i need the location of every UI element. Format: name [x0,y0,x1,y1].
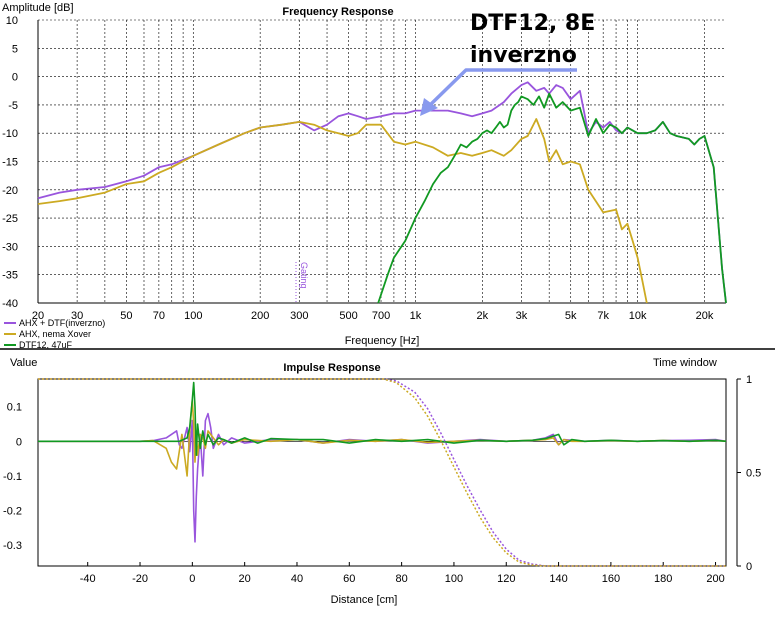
y-tick-label: -10 [2,128,18,140]
impulse-line-2 [38,398,727,477]
y-tick-label: -0.1 [3,471,22,483]
x-tick-label: 70 [153,310,165,322]
time-window-line-2 [38,378,726,567]
secondary-axis-label: Time window [653,357,717,369]
y-tick-label: 0 [16,436,22,448]
x-tick-label: 20 [32,310,44,322]
legend-entry-1: AHX + DTF(inverzno) [19,318,105,328]
y-tick-label: -40 [2,298,18,310]
y-tick-label: -20 [2,185,18,197]
secondary-tick-label: 0 [746,561,752,573]
x-tick-label: 100 [184,310,202,322]
x-tick-label: 700 [372,310,390,322]
x-tick-label: 60 [343,573,355,585]
x-tick-label: 200 [706,573,724,585]
x-tick-label: -40 [80,573,96,585]
x-tick-label: 5k [565,310,577,322]
impulse-line-3 [38,381,727,456]
x-tick-label: 0 [189,573,195,585]
impulse-line-1 [38,412,727,543]
y-tick-label: -35 [2,270,18,282]
x-tick-label: 7k [597,310,609,322]
x-tick-label: 10k [629,310,647,322]
x-tick-label: -20 [132,573,148,585]
legend-entry-2: AHX, nema Xover [19,329,91,339]
y-tick-label: -30 [2,241,18,253]
annotation-arrowhead [420,98,438,116]
x-axis-label: Distance [cm] [331,594,398,606]
impulse-response-chart: 0.1 0 -0.1 -0.2 -0.3 -40 -20 0 20 40 60 80 100 120 140… [3,357,761,606]
x-tick-label: 160 [602,573,620,585]
x-tick-label: 20k [696,310,714,322]
y-tick-label: 10 [6,15,18,27]
x-tick-label: 40 [291,573,303,585]
secondary-tick-label: 1 [746,374,752,386]
y-tick-label: -0.3 [3,540,22,552]
y-tick-label: 5 [12,43,18,55]
x-tick-label: 2k [477,310,489,322]
gating-label: Gating [299,262,309,289]
x-tick-label: 200 [251,310,269,322]
series-line-1 [37,81,727,304]
y-tick-label: -5 [8,100,18,112]
x-tick-label: 50 [120,310,132,322]
annotation-arrow [426,68,577,109]
series-line-2 [37,118,648,304]
x-tick-label: 500 [339,310,357,322]
plot-frame [37,378,727,567]
chart-title: Frequency Response [282,6,393,18]
y-axis-label: Value [10,357,37,369]
x-tick-label: 1k [410,310,422,322]
x-tick-label: 300 [290,310,308,322]
time-window-line-1 [38,378,726,567]
x-tick-label: 30 [71,310,83,322]
x-tick-label: 20 [239,573,251,585]
x-tick-label: 100 [445,573,463,585]
x-tick-label: 3k [516,310,528,322]
y-tick-label: 0.1 [7,402,22,414]
x-axis-label: Frequency [Hz] [345,335,420,347]
y-axis-label: Amplitude [dB] [2,2,74,14]
y-tick-label: 0 [12,72,18,84]
annotation-title: DTF12, 8E [470,11,595,36]
y-tick-label: -25 [2,213,18,225]
x-tick-label: 180 [654,573,672,585]
legend-entry-3: DTF12, 47uF [19,340,73,350]
x-tick-label: 120 [497,573,515,585]
series-line-3 [377,92,727,304]
annotation-subtitle: inverzno [470,43,577,68]
x-tick-label: 80 [395,573,407,585]
secondary-tick-label: 0.5 [746,468,761,480]
chart-title: Impulse Response [283,362,380,374]
x-tick-label: 140 [549,573,567,585]
y-tick-label: -15 [2,157,18,169]
y-tick-label: -0.2 [3,506,22,518]
